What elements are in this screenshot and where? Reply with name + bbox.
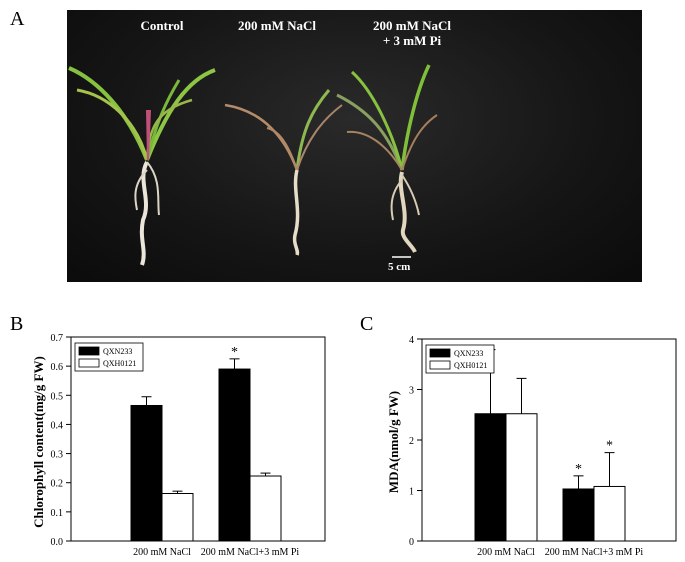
control-leaf <box>76 88 149 161</box>
chart-c-legend-swatch-qxh0121 <box>429 360 451 370</box>
b-xtick-label: 200 mM NaCl <box>133 547 191 558</box>
chart-b-legend-label-qxn233: QXN233 <box>103 347 132 356</box>
b-ytick-label: 0.7 <box>51 333 64 344</box>
b-xtick-label: 200 mM NaCl+3 mM Pi <box>201 547 300 558</box>
chart-b-plot-frame <box>70 336 326 542</box>
chart-b-legend-label-qxh0121: QXH0121 <box>103 359 136 368</box>
b-ytick-label: 0.4 <box>51 420 64 431</box>
control-stem <box>146 110 151 160</box>
c-bar <box>474 413 507 542</box>
chart-c-ylabel: MDA(nmol/g FW) <box>386 391 401 493</box>
c-significance-mark: * <box>575 462 582 477</box>
chart-c-legend-label-qxh0121: QXH0121 <box>454 361 487 370</box>
control-leaf <box>68 66 149 161</box>
photo-title-nacl-pi: 200 mM NaCl + 3 mM Pi <box>337 18 487 48</box>
b-ytick-label: 0.2 <box>51 479 64 490</box>
nacl-pi-leaf <box>401 114 438 171</box>
nacl-root <box>292 169 300 256</box>
nacl-pi-leaf <box>350 70 404 171</box>
control-leaf <box>145 98 193 161</box>
c-bar <box>562 488 595 542</box>
chart-b-ylabel: Chlorophyll content(mg/g FW) <box>31 356 46 528</box>
b-bar <box>161 492 194 542</box>
control-root <box>134 161 160 216</box>
mda-chart: MDA(nmol/g FW) 0 1 2 3 4 * * 200 mM NaCl 200 m… <box>386 335 677 558</box>
c-bar <box>505 413 538 542</box>
panel-letter-c: C <box>360 313 374 335</box>
nacl-pi-plant <box>336 64 438 253</box>
chart-b-legend-swatch-qxh0121 <box>78 358 100 368</box>
chart-b-legend-swatch-qxn233 <box>78 346 100 356</box>
control-leaf <box>145 79 181 161</box>
b-significance-mark: * <box>231 345 238 360</box>
scale-label: 5 cm <box>388 261 411 273</box>
b-bar <box>130 404 163 542</box>
nacl-leaf <box>295 89 331 171</box>
b-ytick-label: 0.0 <box>51 537 64 548</box>
photo-title-nacl-pi-line2: + 3 mM Pi <box>382 33 442 48</box>
photo-title-nacl-pi-line1: 200 mM NaCl <box>373 18 451 33</box>
photo-title-nacl: 200 mM NaCl <box>238 18 316 33</box>
control-root <box>139 161 149 266</box>
c-ytick-label: 2 <box>409 436 414 447</box>
c-ytick-label: 1 <box>409 487 414 498</box>
control-leaf <box>145 68 216 161</box>
nacl-pi-leaf <box>346 130 403 171</box>
c-xtick-label: 200 mM NaCl+3 mM Pi <box>545 547 644 558</box>
b-bar <box>249 475 282 542</box>
panel-letter-b: B <box>10 313 24 335</box>
nacl-leaf <box>296 104 343 171</box>
nacl-plant <box>224 89 343 256</box>
c-ytick-label: 0 <box>409 537 414 548</box>
panel-letter-a: A <box>10 8 25 30</box>
chlorophyll-chart: Chlorophyll content(mg/g FW) 0.0 0.1 0.2 0.… <box>31 333 326 558</box>
c-xtick-label: 200 mM NaCl <box>477 547 535 558</box>
nacl-pi-leaf <box>336 93 404 171</box>
plant-illustrations <box>68 64 438 266</box>
nacl-leaf <box>224 103 299 171</box>
plant-photo: Control 200 mM NaCl 200 mM NaCl + 3 mM P… <box>67 10 642 282</box>
chart-c-legend: QXN233 QXH0121 <box>425 344 495 374</box>
nacl-pi-root <box>398 171 417 253</box>
chart-c-legend-label-qxn233: QXN233 <box>454 349 483 358</box>
b-ytick-label: 0.5 <box>51 391 64 402</box>
c-ytick-label: 4 <box>409 335 414 346</box>
chart-c-legend-swatch-qxn233 <box>429 348 451 358</box>
b-ytick-label: 0.6 <box>51 362 64 373</box>
nacl-leaf <box>266 127 298 171</box>
nacl-pi-leaf <box>400 64 431 171</box>
b-ytick-label: 0.3 <box>51 450 64 461</box>
c-significance-mark: * <box>606 439 613 454</box>
nacl-pi-root <box>390 174 420 221</box>
b-ytick-label: 0.1 <box>51 508 64 519</box>
control-plant <box>68 66 216 266</box>
c-ytick-label: 3 <box>409 386 414 397</box>
b-bar <box>218 368 251 542</box>
c-bar <box>593 485 626 542</box>
photo-title-control: Control <box>140 18 184 33</box>
chart-b-legend: QXN233 QXH0121 <box>74 342 144 372</box>
